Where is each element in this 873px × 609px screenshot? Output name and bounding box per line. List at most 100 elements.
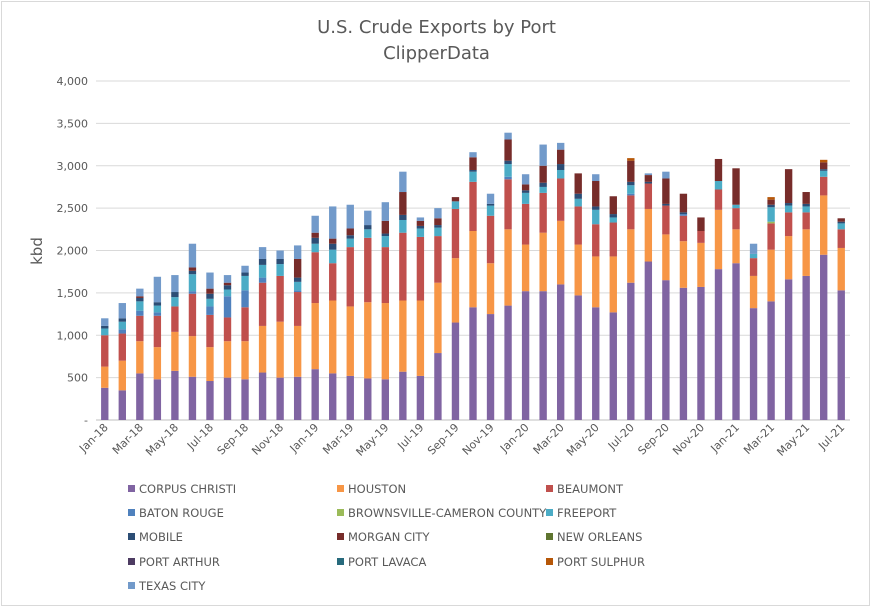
bar-segment xyxy=(346,238,354,248)
bar-segment xyxy=(644,208,653,262)
bar-segment xyxy=(784,279,793,420)
chart-subtitle: ClipperData xyxy=(383,43,490,64)
bar-segment xyxy=(802,229,810,276)
x-tick-label: Mar-20 xyxy=(531,421,567,457)
legend-label: BEAUMONT xyxy=(557,482,624,496)
bar-segment xyxy=(820,176,828,196)
legend-label: MOBILE xyxy=(139,530,183,545)
bar-segment xyxy=(627,229,635,283)
bar-segment xyxy=(592,206,600,210)
bar-segment xyxy=(609,312,617,420)
bar-segment xyxy=(749,253,758,259)
bar-segment xyxy=(223,341,232,378)
bar-segment xyxy=(364,210,372,226)
x-tick-label: May-18 xyxy=(143,421,181,459)
bar-segment xyxy=(732,204,740,209)
bar-segment xyxy=(293,290,302,293)
bar-segment xyxy=(627,185,635,194)
bar-segment xyxy=(714,209,723,270)
bar-segment xyxy=(188,376,197,420)
bar-segment xyxy=(346,306,354,376)
bar-segment xyxy=(346,375,354,420)
legend-item: NEW ORLEANS xyxy=(546,530,642,544)
y-tick-label: 500 xyxy=(67,372,88,385)
bar-segment xyxy=(714,181,723,190)
bar-segment xyxy=(136,288,144,297)
bar-segment xyxy=(381,220,390,234)
bar-segment xyxy=(749,308,758,420)
legend-swatch xyxy=(337,533,344,541)
legend-label: TEXAS CITY xyxy=(139,578,206,593)
bar-segment xyxy=(662,280,670,420)
bar-segment xyxy=(241,307,249,342)
bar-segment xyxy=(101,366,109,388)
bar-segment xyxy=(469,307,477,420)
bar-segment xyxy=(381,303,390,380)
bar-segment xyxy=(416,220,425,226)
bar-segment xyxy=(223,285,232,290)
bar-segment xyxy=(732,208,740,230)
y-tick-label: 3,000 xyxy=(57,160,89,173)
bar-segment xyxy=(276,250,284,259)
bar-segment xyxy=(556,164,565,170)
y-tick-label: 3,500 xyxy=(57,117,89,130)
bar-segment xyxy=(223,289,232,297)
y-tick-label: 2,500 xyxy=(57,202,89,215)
bar-segment xyxy=(311,303,319,370)
bar-segment xyxy=(539,291,547,420)
bar-segment xyxy=(293,281,302,291)
bar-segment xyxy=(627,160,635,182)
bar-segment xyxy=(592,209,600,225)
bar-segment xyxy=(820,254,828,420)
bar-segment xyxy=(329,243,337,250)
bar-segment xyxy=(521,291,530,420)
bar-segment xyxy=(679,287,688,420)
legend-swatch xyxy=(546,533,553,541)
bar-segment xyxy=(381,202,390,221)
bar-segment xyxy=(188,267,197,271)
x-tick-label: Jan-18 xyxy=(76,421,111,456)
bar-segment xyxy=(223,317,232,342)
bar-segment xyxy=(416,228,425,237)
bar-segment xyxy=(381,379,390,420)
bars xyxy=(101,132,845,420)
bar-segment xyxy=(592,224,600,257)
x-tick-label: May-21 xyxy=(774,421,812,459)
bar-segment xyxy=(434,353,442,420)
legend-swatch xyxy=(128,581,135,589)
bar-segment xyxy=(784,236,793,280)
bar-segment xyxy=(644,173,653,176)
bar-segment xyxy=(329,263,337,301)
bar-segment xyxy=(592,307,600,420)
bar-segment xyxy=(399,300,407,372)
bar-segment xyxy=(329,249,337,264)
bar-segment xyxy=(118,329,126,334)
bar-segment xyxy=(609,196,617,215)
bar-segment xyxy=(539,232,547,292)
bar-segment xyxy=(188,291,197,294)
bar-segment xyxy=(767,223,775,250)
bar-segment xyxy=(627,282,635,420)
bar-segment xyxy=(258,264,267,278)
bar-segment xyxy=(434,282,442,354)
x-tick-label: Nov-18 xyxy=(249,421,286,458)
bar-segment xyxy=(837,221,845,224)
bar-segment xyxy=(784,203,793,206)
y-tick-label: 1,500 xyxy=(57,287,89,300)
bar-segment xyxy=(451,322,460,420)
bar-segment xyxy=(241,272,249,276)
bar-segment xyxy=(837,247,845,291)
bar-segment xyxy=(118,390,126,420)
bar-segment xyxy=(767,207,775,222)
bar-segment xyxy=(399,214,407,220)
y-tick-label: - xyxy=(84,414,88,427)
bar-segment xyxy=(364,225,372,230)
bar-segment xyxy=(293,292,302,326)
bar-segment xyxy=(556,142,565,150)
bar-segment xyxy=(539,144,547,166)
bar-segment xyxy=(293,277,302,282)
y-tick-label: 4,000 xyxy=(57,75,89,88)
bar-segment xyxy=(276,321,284,378)
bar-segment xyxy=(136,301,144,311)
